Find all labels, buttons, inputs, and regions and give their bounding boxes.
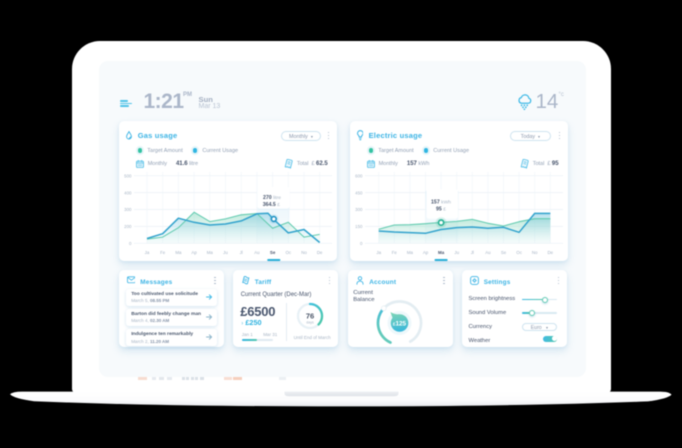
svg-text:150: 150 — [355, 224, 363, 229]
svg-text:Ju: Ju — [454, 250, 459, 255]
svg-text:Jl: Jl — [470, 250, 473, 255]
svg-text:95 £: 95 £ — [436, 206, 446, 212]
svg-text:Ma: Ma — [206, 250, 213, 255]
svg-text:Oc: Oc — [516, 250, 522, 255]
svg-text:No: No — [531, 250, 537, 255]
svg-text:days: days — [306, 321, 314, 325]
svg-text:Au: Au — [254, 250, 260, 255]
svg-text:0: 0 — [129, 241, 132, 246]
svg-text:500: 500 — [124, 173, 132, 178]
svg-text:Ma: Ma — [406, 250, 413, 255]
svg-text:600: 600 — [355, 173, 363, 178]
svg-text:450: 450 — [355, 190, 363, 195]
svg-text:0: 0 — [360, 241, 363, 246]
svg-text:Oc: Oc — [285, 250, 291, 255]
svg-text:Fe: Fe — [391, 250, 397, 255]
svg-text:De: De — [547, 250, 553, 255]
svg-text:Ma: Ma — [438, 250, 445, 255]
svg-text:Ma: Ma — [175, 250, 182, 255]
svg-text:Fe: Fe — [160, 250, 166, 255]
svg-text:400: 400 — [124, 190, 132, 195]
svg-text:No: No — [301, 250, 307, 255]
svg-text:364.5 £: 364.5 £ — [262, 202, 279, 208]
svg-text:300: 300 — [355, 207, 363, 212]
svg-text:Au: Au — [485, 250, 491, 255]
svg-text:Jl: Jl — [239, 250, 242, 255]
svg-text:270 litre: 270 litre — [263, 195, 281, 201]
svg-text:300: 300 — [124, 207, 132, 212]
svg-text:Ju: Ju — [223, 250, 228, 255]
svg-text:Ja: Ja — [376, 250, 381, 255]
svg-text:Ap: Ap — [191, 250, 197, 255]
svg-text:Ja: Ja — [144, 250, 149, 255]
svg-text:Se: Se — [270, 250, 276, 255]
svg-text:Ap: Ap — [422, 250, 428, 255]
svg-text:200: 200 — [124, 224, 132, 229]
svg-text:157 kWh: 157 kWh — [431, 199, 451, 205]
svg-text:De: De — [317, 250, 323, 255]
svg-text:76: 76 — [306, 312, 314, 321]
svg-text:Se: Se — [500, 250, 506, 255]
svg-text:£125: £125 — [393, 320, 407, 327]
